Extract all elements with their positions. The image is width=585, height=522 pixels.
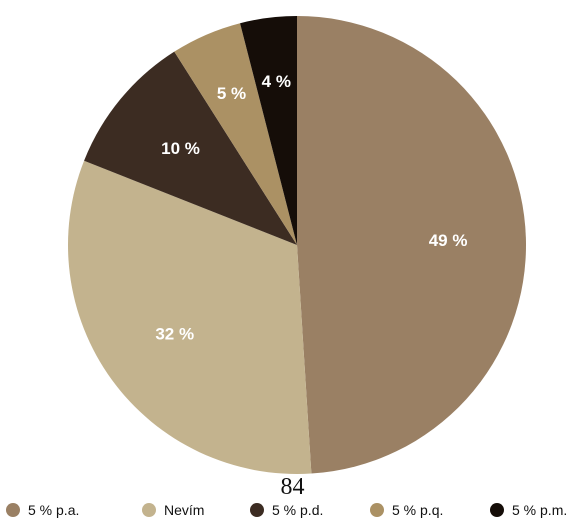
legend-swatch [370,503,384,517]
slice-value-label: 4 % [262,72,291,91]
slice-value-label: 10 % [161,139,200,158]
slice-value-label: 5 % [217,84,246,103]
pie-slice [174,23,297,245]
pie-slice [240,16,297,245]
page-number: 84 [280,474,305,500]
pie-slice [84,51,298,245]
legend-label: Nevím [164,502,205,518]
slice-value-label: 49 % [429,231,468,250]
legend-item: Nevím [142,500,204,520]
legend-label: 5 % p.m. [512,502,568,518]
legend-item: 5 % p.m. [490,500,567,520]
legend-swatch [6,503,20,517]
legend-item: 5 % p.q. [370,500,443,520]
legend-item: 5 % p.a. [6,500,79,520]
legend-label: 5 % p.a. [28,502,80,518]
legend-swatch [142,503,156,517]
legend: 5 % p.a. Nevím 5 % p.d. 5 % p.q. 5 % p.m. [6,500,585,520]
pie-slice [67,160,312,475]
legend-label: 5 % p.q. [392,502,444,518]
legend-swatch [250,503,264,517]
legend-label: 5 % p.d. [272,502,324,518]
legend-item: 5 % p.d. [250,500,323,520]
pie-slice [297,16,527,474]
legend-swatch [490,503,504,517]
slice-value-label: 32 % [155,324,194,343]
